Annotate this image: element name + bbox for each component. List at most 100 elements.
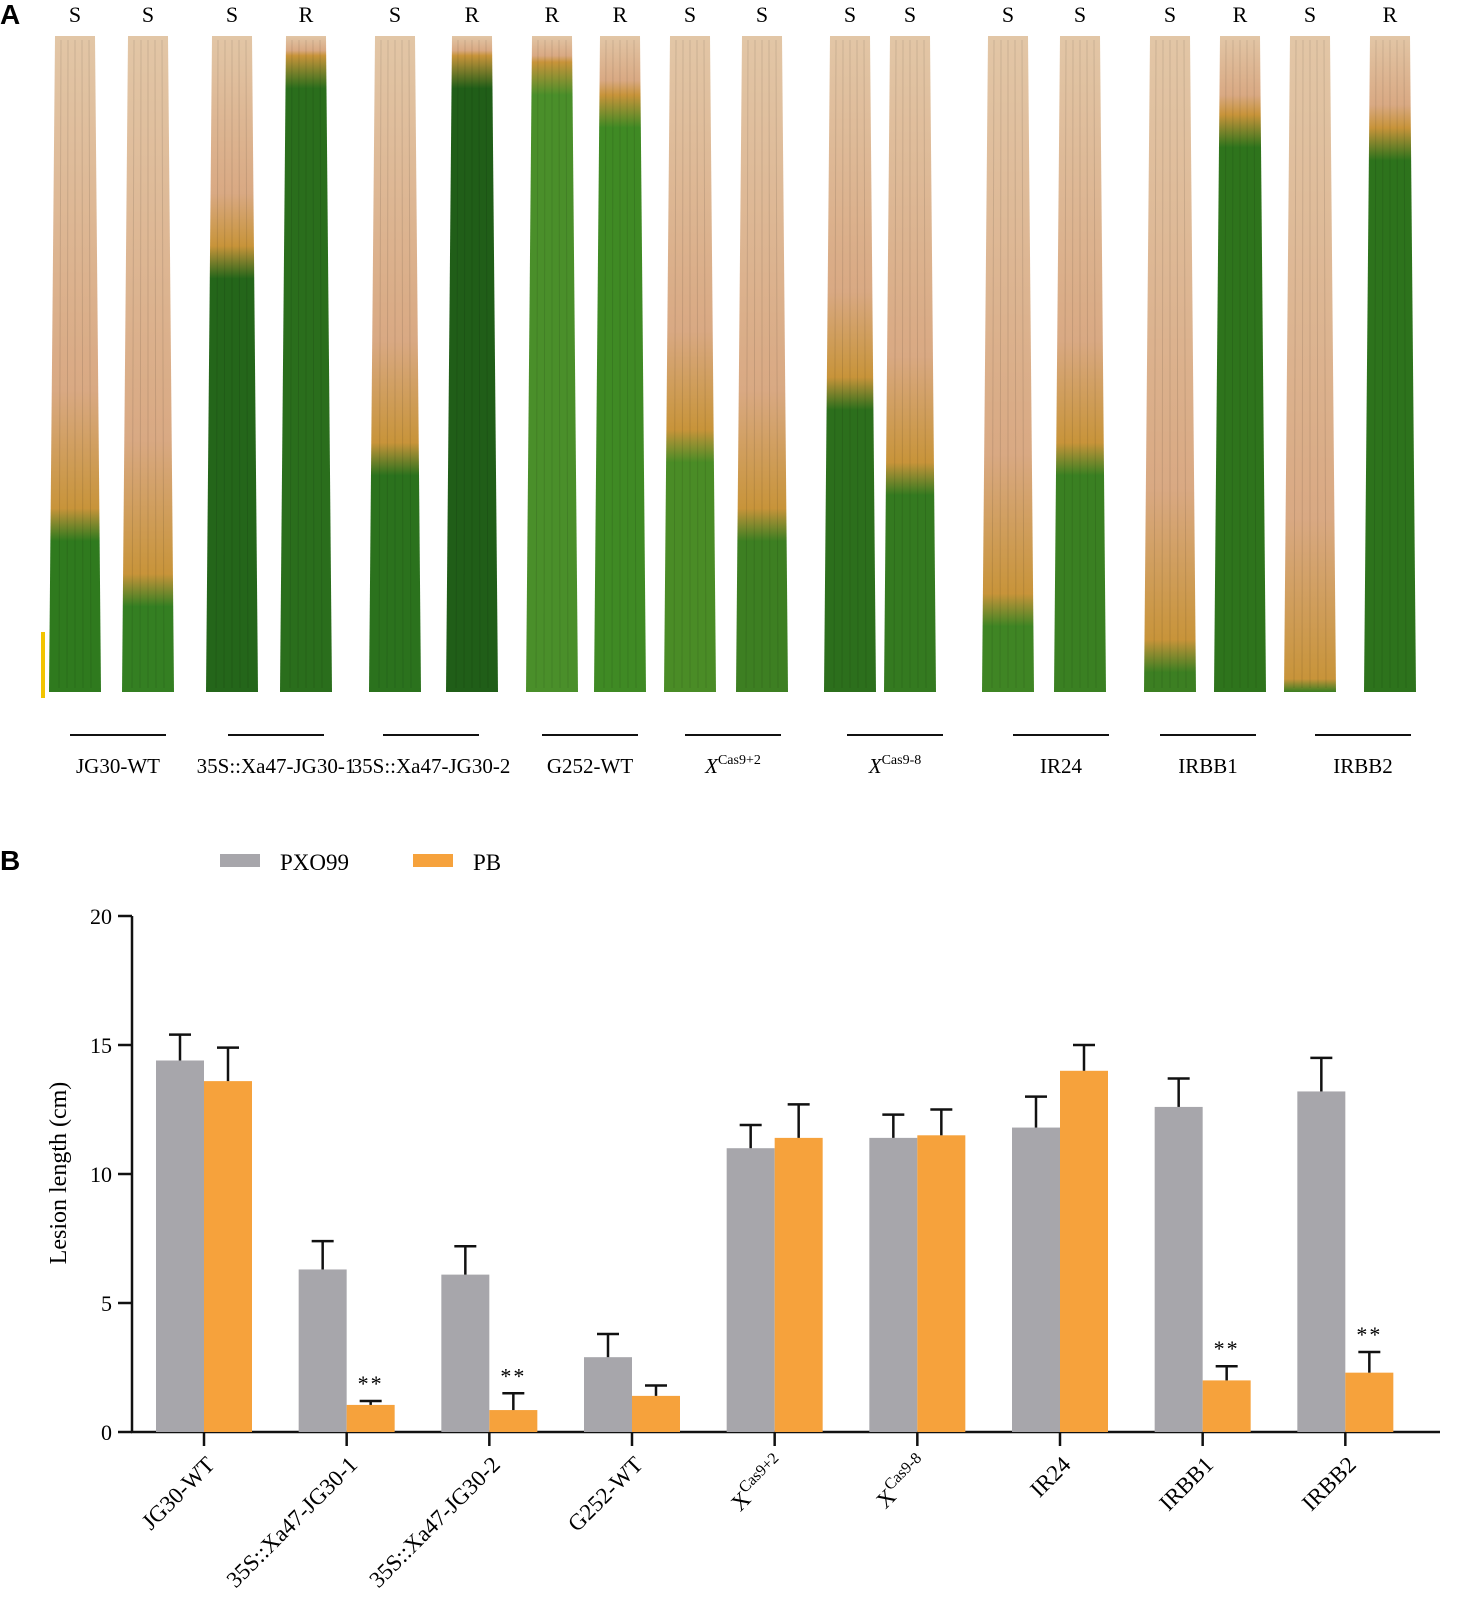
leaf-blade — [982, 36, 1034, 692]
leaf-vein — [558, 39, 561, 689]
leaf-vein — [58, 39, 62, 689]
resistance-mark: S — [844, 2, 856, 27]
leaf: S — [664, 2, 716, 692]
significance-mark: ** — [1356, 1322, 1382, 1347]
leaf-vein — [1223, 39, 1227, 689]
x-tick-label: XCas9-8 — [869, 1450, 933, 1514]
leaf-vein — [1323, 39, 1327, 689]
bar-pb — [1345, 1372, 1394, 1432]
leaf-vein — [1403, 39, 1407, 689]
leaf: S — [206, 2, 258, 692]
leaf-vein — [1231, 39, 1234, 689]
leaf-vein — [1373, 39, 1377, 689]
bar-pb — [204, 1081, 252, 1432]
resistance-mark: R — [465, 2, 480, 27]
leaf-vein — [1246, 39, 1249, 689]
legend-swatch-pxo99 — [220, 854, 260, 867]
bar-pxo99 — [1297, 1091, 1346, 1432]
leaf: S — [1144, 2, 1196, 692]
genotype-group: XCas9+2 — [685, 734, 781, 778]
bar-pxo99 — [1154, 1106, 1203, 1432]
leaf-vein — [1014, 39, 1017, 689]
leaf-vein — [893, 39, 897, 689]
resistance-mark: R — [299, 2, 314, 27]
leaf-vein — [841, 39, 844, 689]
bar-pb — [774, 1137, 823, 1432]
leaf: R — [1364, 2, 1416, 692]
genotype-label: IRBB1 — [1178, 754, 1238, 778]
y-axis-label: Lesion length (cm) — [46, 1082, 72, 1265]
leaf-vein — [543, 39, 546, 689]
leaf-vein — [1253, 39, 1257, 689]
leaf-vein — [768, 39, 771, 689]
leaf-blade — [206, 36, 258, 692]
legend-swatch-pb — [413, 854, 453, 867]
x-tick-label: 35S::Xa47-JG30-1 — [222, 1452, 363, 1593]
leaf-vein — [215, 39, 219, 689]
leaf-vein — [161, 39, 165, 689]
leaf-vein — [1316, 39, 1319, 689]
resistance-mark: R — [545, 2, 560, 27]
genotype-group: XCas9-8 — [847, 734, 943, 778]
leaf-vein — [856, 39, 859, 689]
genotype-label: 35S::Xa47-JG30-1 — [197, 754, 356, 778]
x-tick-label: IRBB1 — [1154, 1452, 1218, 1516]
legend-label-pxo99: PXO99 — [280, 850, 349, 875]
leaf-vein — [535, 39, 539, 689]
genotype-label: XCas9+2 — [704, 753, 761, 778]
leaf-vein — [565, 39, 569, 689]
leaf: S — [884, 2, 936, 692]
leaf-blade — [446, 36, 498, 692]
leaf-vein — [745, 39, 749, 689]
leaf: R — [280, 2, 332, 692]
leaf-blade — [1214, 36, 1266, 692]
bar-pb — [346, 1404, 395, 1432]
leaf-vein — [238, 39, 241, 689]
leaf-vein — [901, 39, 904, 689]
genotype-group: G252-WT — [542, 734, 638, 778]
leaf-vein — [833, 39, 837, 689]
leaf-vein — [1396, 39, 1399, 689]
leaf-vein — [319, 39, 323, 689]
leaf-vein — [1381, 39, 1384, 689]
x-tick-label: IR24 — [1025, 1452, 1076, 1503]
y-tick-label: 15 — [90, 1033, 112, 1058]
genotype-label: XCas9-8 — [868, 753, 922, 778]
leaf: S — [982, 2, 1034, 692]
leaf-vein — [703, 39, 707, 689]
resistance-mark: S — [226, 2, 238, 27]
resistance-mark: S — [1164, 2, 1176, 27]
leaf-vein — [1153, 39, 1157, 689]
y-tick-label: 20 — [90, 904, 112, 929]
bar-pxo99 — [441, 1274, 490, 1432]
panel-b-label: B — [0, 845, 20, 876]
genotype-label: JG30-WT — [76, 754, 160, 778]
leaf-vein — [916, 39, 919, 689]
leaf-vein — [863, 39, 867, 689]
leaf-vein — [1063, 39, 1067, 689]
leaf-blade — [1364, 36, 1416, 692]
leaf-blade — [736, 36, 788, 692]
resistance-mark: S — [1304, 2, 1316, 27]
significance-mark: ** — [500, 1363, 526, 1388]
genotype-group: 35S::Xa47-JG30-1 — [197, 734, 356, 778]
resistance-mark: S — [1074, 2, 1086, 27]
leaf-vein — [478, 39, 481, 689]
resistance-mark: S — [1002, 2, 1014, 27]
y-tick-label: 0 — [101, 1420, 112, 1445]
leaf-vein — [1176, 39, 1179, 689]
bar-pxo99 — [584, 1357, 632, 1432]
leaf-vein — [463, 39, 466, 689]
legend: PXO99 PB — [220, 850, 501, 875]
leaf-blade — [369, 36, 421, 692]
leaf-vein — [1021, 39, 1025, 689]
leaf: S — [1284, 2, 1336, 692]
leaf: S — [824, 2, 876, 692]
resistance-mark: R — [613, 2, 628, 27]
bar-pb — [1060, 1070, 1108, 1432]
resistance-mark: S — [684, 2, 696, 27]
leaf-vein — [633, 39, 637, 689]
leaf-vein — [1301, 39, 1304, 689]
